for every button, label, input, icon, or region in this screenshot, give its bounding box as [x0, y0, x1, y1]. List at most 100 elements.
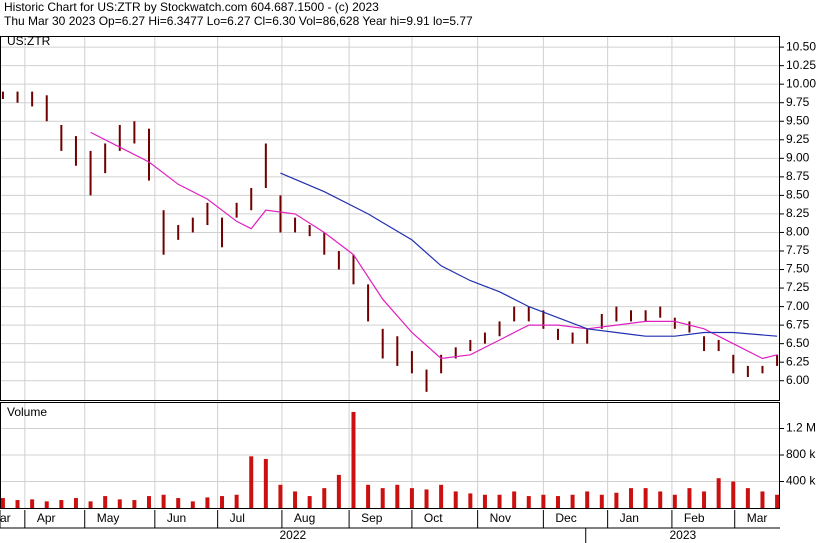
volume-bar	[366, 484, 371, 508]
x-tick-label: Dec	[555, 511, 576, 525]
volume-bar	[103, 496, 108, 508]
volume-bar	[117, 499, 122, 508]
volume-bar	[88, 501, 93, 508]
volume-bar	[59, 500, 64, 508]
y-tick-label: 800 k	[786, 447, 816, 461]
volume-bar	[526, 496, 531, 508]
year-label: 2023	[670, 528, 697, 542]
y-tick-label: 7.50	[786, 262, 810, 276]
y-tick-label: 9.25	[786, 132, 810, 146]
y-tick-label: 7.25	[786, 280, 810, 294]
volume-label: Volume	[7, 405, 47, 419]
volume-bar	[585, 491, 590, 508]
volume-bar	[293, 491, 298, 508]
volume-bar	[395, 484, 400, 508]
y-tick-label: 9.00	[786, 150, 810, 164]
volume-bar	[161, 494, 166, 508]
symbol-label: US:ZTR	[7, 34, 51, 48]
y-tick-label: 6.25	[786, 354, 810, 368]
y-tick-label: 6.00	[786, 373, 810, 387]
moving-average	[90, 131, 778, 360]
volume-bar	[424, 489, 429, 508]
x-tick-label: Aug	[294, 511, 315, 525]
volume-bar	[453, 491, 458, 508]
y-tick-label: 8.75	[786, 169, 810, 183]
volume-bar	[497, 494, 502, 508]
x-tick-label: Sep	[361, 511, 383, 525]
year-label: 2022	[280, 528, 307, 542]
y-tick-label: 8.00	[786, 225, 810, 239]
volume-bar	[468, 493, 473, 508]
volume-bar	[687, 488, 692, 508]
volume-bar	[629, 488, 634, 508]
chart-subtitle: Thu Mar 30 2023 Op=6.27 Hi=6.3477 Lo=6.2…	[4, 14, 473, 28]
volume-bar	[307, 496, 312, 508]
volume-bar	[555, 496, 560, 508]
x-tick-label: ar	[0, 511, 11, 525]
moving-average	[280, 172, 778, 337]
x-tick-label: Feb	[684, 511, 705, 525]
y-tick-label: 8.25	[786, 206, 810, 220]
x-tick-label: Apr	[37, 511, 56, 525]
volume-bar	[731, 481, 736, 508]
volume-bar	[205, 497, 210, 508]
x-tick-label: Jul	[230, 511, 245, 525]
x-tick-label: Mar	[747, 511, 768, 525]
volume-bar	[278, 484, 283, 508]
volume-bar	[614, 492, 619, 508]
volume-bar	[146, 496, 151, 508]
volume-bar	[176, 498, 181, 508]
y-tick-label: 10.50	[786, 39, 816, 53]
volume-bar	[44, 501, 49, 508]
y-tick-label: 10.25	[786, 58, 816, 72]
volume-bar	[15, 500, 20, 508]
y-tick-label: 1.2 M	[786, 421, 816, 435]
volume-bar	[672, 494, 677, 508]
panel-frame	[0, 402, 780, 509]
volume-bar	[380, 488, 385, 508]
volume-bar	[702, 491, 707, 508]
volume-bar	[220, 496, 225, 508]
volume-bar	[745, 488, 750, 508]
volume-bar	[30, 499, 35, 508]
volume-bar	[249, 456, 254, 508]
volume-bar	[0, 498, 5, 508]
x-tick-label: Jan	[620, 511, 639, 525]
volume-bar	[643, 488, 648, 508]
volume-bar	[263, 458, 268, 508]
y-tick-label: 9.75	[786, 95, 810, 109]
panel-frame	[0, 36, 780, 401]
x-tick-label: Oct	[424, 511, 443, 525]
volume-bar	[234, 494, 239, 508]
y-tick-label: 9.50	[786, 113, 810, 127]
volume-bar	[409, 488, 414, 508]
volume-bar	[512, 491, 517, 508]
volume-bar	[73, 498, 78, 508]
volume-bar	[190, 501, 195, 508]
y-tick-label: 7.00	[786, 299, 810, 313]
volume-bar	[351, 411, 356, 508]
x-tick-label: Nov	[490, 511, 511, 525]
x-tick-label: Jun	[167, 511, 186, 525]
y-tick-label: 6.50	[786, 336, 810, 350]
y-tick-label: 7.75	[786, 243, 810, 257]
x-tick-label: May	[97, 511, 120, 525]
y-tick-label: 6.75	[786, 317, 810, 331]
volume-bar	[599, 494, 604, 508]
volume-bar	[716, 478, 721, 508]
y-tick-label: 8.50	[786, 188, 810, 202]
y-tick-label: 400 k	[786, 474, 816, 488]
chart-title: Historic Chart for US:ZTR by Stockwatch.…	[4, 0, 379, 14]
y-tick-label: 10.00	[786, 76, 816, 90]
volume-bar	[322, 488, 327, 508]
volume-bar	[132, 500, 137, 508]
volume-bar	[541, 494, 546, 508]
volume-bar	[775, 494, 780, 508]
volume-bar	[760, 491, 765, 508]
volume-bar	[439, 484, 444, 508]
volume-bar	[336, 474, 341, 508]
volume-bar	[482, 494, 487, 508]
volume-bar	[658, 491, 663, 508]
